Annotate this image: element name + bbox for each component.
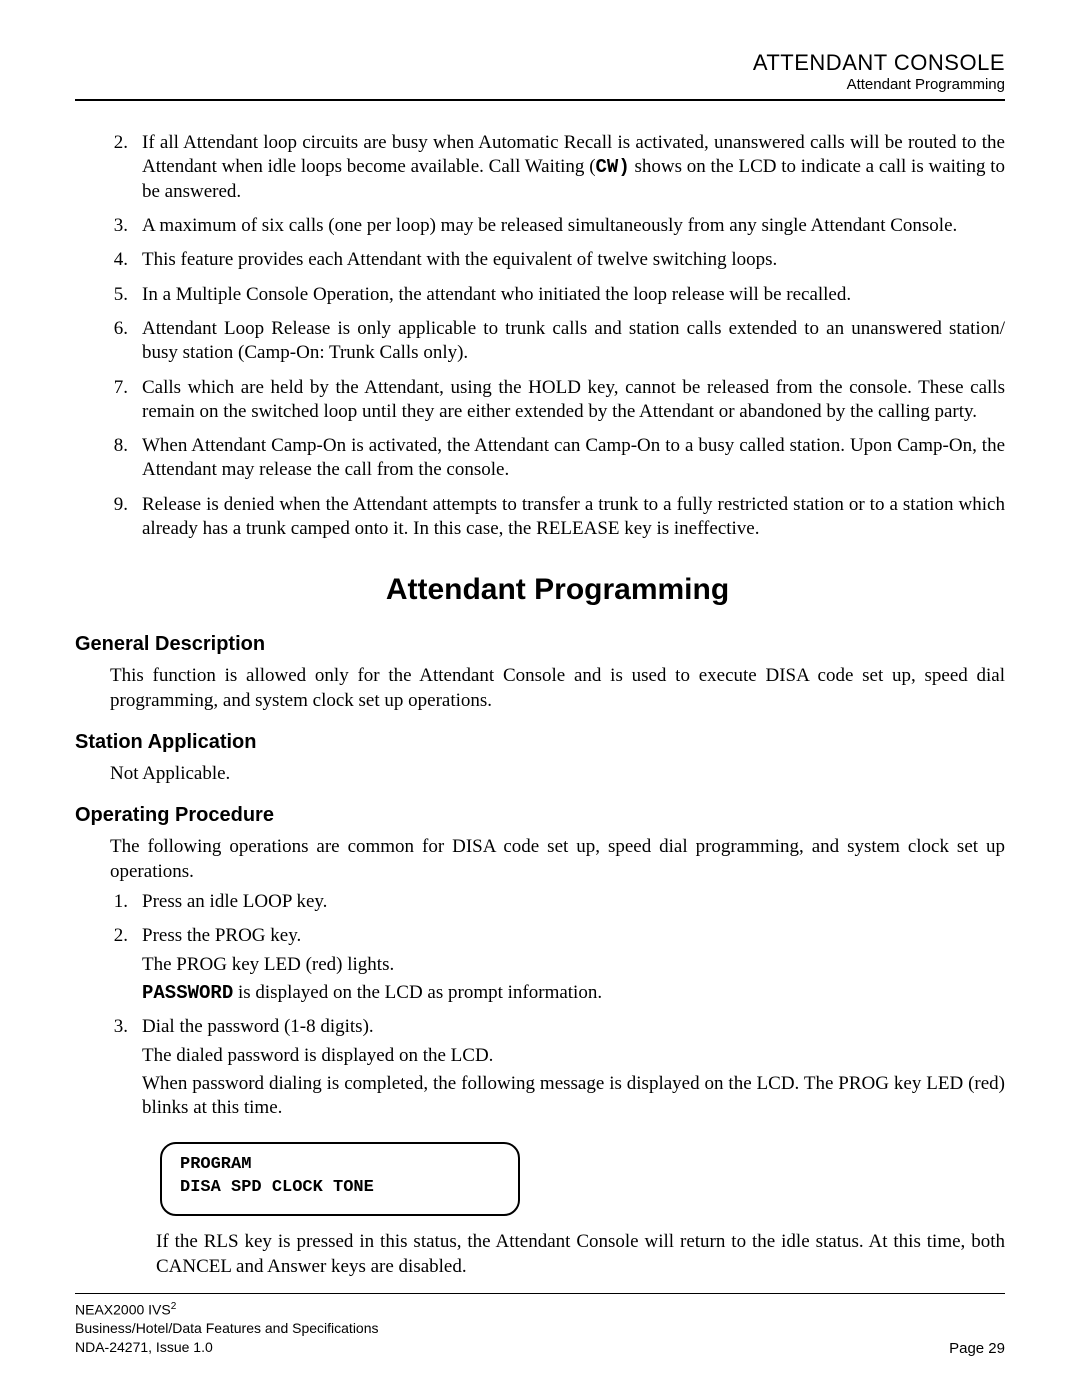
list-item-paragraph: If all Attendant loop circuits are busy … (142, 131, 1005, 204)
footer-line-2: Business/Hotel/Data Features and Specifi… (75, 1319, 379, 1338)
list-item-paragraph: Attendant Loop Release is only applicabl… (142, 317, 1005, 366)
page-header: ATTENDANT CONSOLE Attendant Programming (75, 50, 1005, 93)
list-item-number: 3. (110, 214, 142, 242)
list-item: 2.Press the PROG key. The PROG key LED (r… (110, 924, 1005, 1009)
list-item: 7.Calls which are held by the Attendant,… (110, 376, 1005, 429)
list-item-number: 3. (110, 1015, 142, 1124)
list-item-paragraph: The PROG key LED (red) lights. (142, 953, 1005, 977)
footer-row: NEAX2000 IVS2 Business/Hotel/Data Featur… (75, 1300, 1005, 1357)
header-rule (75, 99, 1005, 101)
heading-operating-procedure: Operating Procedure (75, 804, 1005, 827)
list-item-paragraph: The dialed password is displayed on the … (142, 1044, 1005, 1068)
operating-steps-list: 1.Press an idle LOOP key.2.Press the PRO… (110, 890, 1005, 1125)
list-item-paragraph: This feature provides each Attendant wit… (142, 248, 1005, 272)
list-item: 8.When Attendant Camp-On is activated, t… (110, 434, 1005, 487)
operating-after: If the RLS key is pressed in this status… (156, 1230, 1005, 1279)
list-item-body: If all Attendant loop circuits are busy … (142, 131, 1005, 208)
list-item: 6.Attendant Loop Release is only applica… (110, 317, 1005, 370)
numbered-list-top: 2.If all Attendant loop circuits are bus… (110, 131, 1005, 545)
list-item-number: 6. (110, 317, 142, 370)
section-title: Attendant Programming (110, 573, 1005, 607)
lcd-display-box: PROGRAM DISA SPD CLOCK TONE (160, 1142, 520, 1216)
list-item-body: Calls which are held by the Attendant, u… (142, 376, 1005, 429)
list-item-paragraph: In a Multiple Console Operation, the att… (142, 283, 1005, 307)
list-item-body: Press the PROG key. The PROG key LED (red… (142, 924, 1005, 1009)
header-title: ATTENDANT CONSOLE (75, 50, 1005, 76)
list-item-paragraph: Dial the password (1-8 digits). (142, 1015, 1005, 1039)
list-item-body: A maximum of six calls (one per loop) ma… (142, 214, 1005, 242)
list-item-paragraph: Calls which are held by the Attendant, u… (142, 376, 1005, 425)
list-item-body: In a Multiple Console Operation, the att… (142, 283, 1005, 311)
list-item-body: When Attendant Camp-On is activated, the… (142, 434, 1005, 487)
footer-product: NEAX2000 IVS2 (75, 1300, 379, 1320)
list-item-paragraph: A maximum of six calls (one per loop) ma… (142, 214, 1005, 238)
list-item: 1.Press an idle LOOP key. (110, 890, 1005, 918)
list-item: 5.In a Multiple Console Operation, the a… (110, 283, 1005, 311)
list-item-number: 8. (110, 434, 142, 487)
page: ATTENDANT CONSOLE Attendant Programming … (0, 0, 1080, 1397)
footer-left: NEAX2000 IVS2 Business/Hotel/Data Featur… (75, 1300, 379, 1357)
list-item-number: 7. (110, 376, 142, 429)
operating-intro: The following operations are common for … (110, 835, 1005, 884)
heading-general-description: General Description (75, 633, 1005, 656)
content: 2.If all Attendant loop circuits are bus… (75, 131, 1005, 1279)
list-item-number: 4. (110, 248, 142, 276)
list-item-body: Press an idle LOOP key. (142, 890, 1005, 918)
list-item-body: This feature provides each Attendant wit… (142, 248, 1005, 276)
header-subtitle: Attendant Programming (75, 76, 1005, 93)
list-item: 3.A maximum of six calls (one per loop) … (110, 214, 1005, 242)
list-item-paragraph: PASSWORD is displayed on the LCD as prom… (142, 981, 1005, 1005)
list-item-number: 2. (110, 131, 142, 208)
list-item-paragraph: When password dialing is completed, the … (142, 1072, 1005, 1121)
heading-station-application: Station Application (75, 731, 1005, 754)
list-item: 2.If all Attendant loop circuits are bus… (110, 131, 1005, 208)
list-item-paragraph: Release is denied when the Attendant att… (142, 493, 1005, 542)
footer-line-3: NDA-24271, Issue 1.0 (75, 1338, 379, 1357)
page-footer: NEAX2000 IVS2 Business/Hotel/Data Featur… (75, 1293, 1005, 1357)
station-application-body: Not Applicable. (110, 762, 1005, 786)
list-item: 3.Dial the password (1-8 digits). The dia… (110, 1015, 1005, 1124)
list-item-number: 9. (110, 493, 142, 546)
list-item: 4.This feature provides each Attendant w… (110, 248, 1005, 276)
list-item-body: Release is denied when the Attendant att… (142, 493, 1005, 546)
list-item-paragraph: Press the PROG key. (142, 924, 1005, 948)
footer-page-number: Page 29 (949, 1340, 1005, 1357)
lcd-line-1: PROGRAM (180, 1154, 500, 1177)
general-description-body: This function is allowed only for the At… (110, 664, 1005, 713)
list-item-paragraph: Press an idle LOOP key. (142, 890, 1005, 914)
list-item: 9.Release is denied when the Attendant a… (110, 493, 1005, 546)
list-item-number: 2. (110, 924, 142, 1009)
list-item-paragraph: When Attendant Camp-On is activated, the… (142, 434, 1005, 483)
list-item-number: 1. (110, 890, 142, 918)
footer-rule (75, 1293, 1005, 1294)
lcd-line-2: DISA SPD CLOCK TONE (180, 1177, 500, 1200)
list-item-number: 5. (110, 283, 142, 311)
list-item-body: Attendant Loop Release is only applicabl… (142, 317, 1005, 370)
list-item-body: Dial the password (1-8 digits). The diale… (142, 1015, 1005, 1124)
